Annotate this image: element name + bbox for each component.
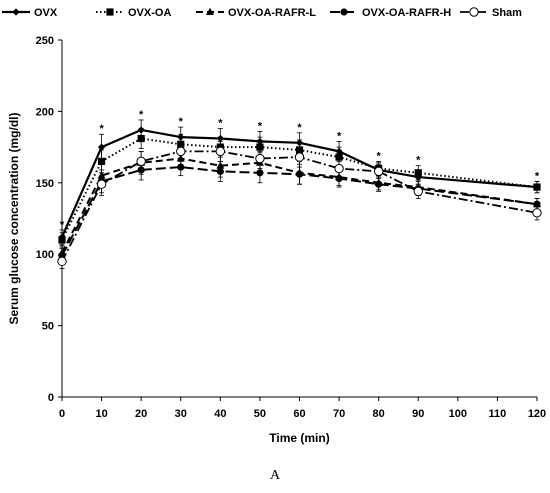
y-tick-label: 200 [36, 106, 54, 118]
data-point [294, 152, 305, 162]
data-point [295, 170, 304, 178]
data-point [375, 180, 383, 188]
x-tick-label: 10 [95, 408, 107, 420]
significance-star: * [218, 118, 223, 130]
panel-label: A [269, 468, 281, 483]
x-tick-label: 100 [449, 408, 467, 420]
data-point [334, 163, 344, 174]
data-point [57, 256, 67, 267]
legend-label: OVX-OA-RAFR-H [362, 7, 451, 19]
legend-swatch-marker [12, 8, 20, 16]
significance-star: * [258, 120, 263, 132]
x-tick-label: 40 [214, 408, 226, 420]
legend-item: OVX-OA-RAFR-L [196, 7, 316, 19]
legend-swatch-marker [206, 7, 214, 15]
legend-swatch-marker [106, 8, 114, 16]
data-point [96, 179, 107, 189]
data-point [414, 169, 422, 177]
x-tick-label: 90 [412, 408, 424, 420]
data-point [137, 134, 145, 143]
data-point [255, 153, 265, 164]
significance-star: * [297, 122, 302, 134]
data-point [176, 146, 186, 157]
y-tick-label: 150 [36, 178, 54, 190]
x-tick-label: 60 [293, 408, 305, 420]
data-point [532, 208, 542, 218]
legend-label: OVX-OA [128, 7, 171, 19]
legend-label: OVX [34, 7, 58, 19]
legend-label: Sham [492, 7, 522, 19]
data-point [97, 143, 106, 151]
legend-label: OVX-OA-RAFR-L [228, 7, 316, 19]
data-point [97, 157, 106, 165]
data-point [216, 167, 224, 175]
data-point [177, 163, 185, 171]
data-point [413, 186, 423, 197]
x-tick-label: 70 [333, 408, 345, 420]
series-ovx-oa [58, 128, 541, 248]
x-tick-label: 30 [175, 408, 187, 420]
x-axis-title: Time (min) [269, 431, 329, 445]
data-point [256, 169, 264, 177]
legend-swatch-marker [469, 7, 479, 17]
x-tick-label: 50 [254, 408, 266, 420]
significance-star: * [99, 123, 104, 135]
data-point [256, 143, 264, 151]
data-point [58, 236, 66, 244]
data-point [215, 146, 226, 157]
significance-star: * [416, 155, 421, 167]
significance-star: * [60, 219, 65, 231]
data-point [373, 166, 384, 177]
x-tick-label: 80 [373, 408, 385, 420]
y-tick-label: 0 [48, 392, 54, 404]
x-tick-label: 110 [489, 408, 507, 420]
legend-swatch-marker [340, 8, 348, 16]
x-tick-label: 0 [59, 408, 65, 420]
y-tick-label: 50 [42, 321, 54, 333]
series-sham [57, 140, 542, 269]
significance-star: * [179, 116, 184, 128]
y-tick-label: 250 [36, 35, 54, 47]
series-ovx-oa-rafr-h [58, 158, 541, 264]
legend-item: OVX-OA [96, 7, 171, 19]
significance-star: * [337, 130, 342, 142]
data-point [533, 183, 541, 191]
data-point [136, 156, 146, 167]
legend-item: Sham [460, 7, 522, 19]
legend-item: OVX [2, 7, 58, 19]
legend-item: OVX-OA-RAFR-H [330, 7, 451, 19]
x-tick-label: 20 [135, 408, 147, 420]
significance-star: * [535, 170, 540, 182]
y-axis-title: Serum glucose concentration (mg/dl) [7, 112, 21, 324]
y-tick-label: 100 [36, 249, 54, 261]
data-point [335, 153, 343, 161]
significance-star: * [377, 150, 382, 162]
x-tick-label: 120 [528, 408, 546, 420]
significance-star: * [139, 109, 144, 121]
